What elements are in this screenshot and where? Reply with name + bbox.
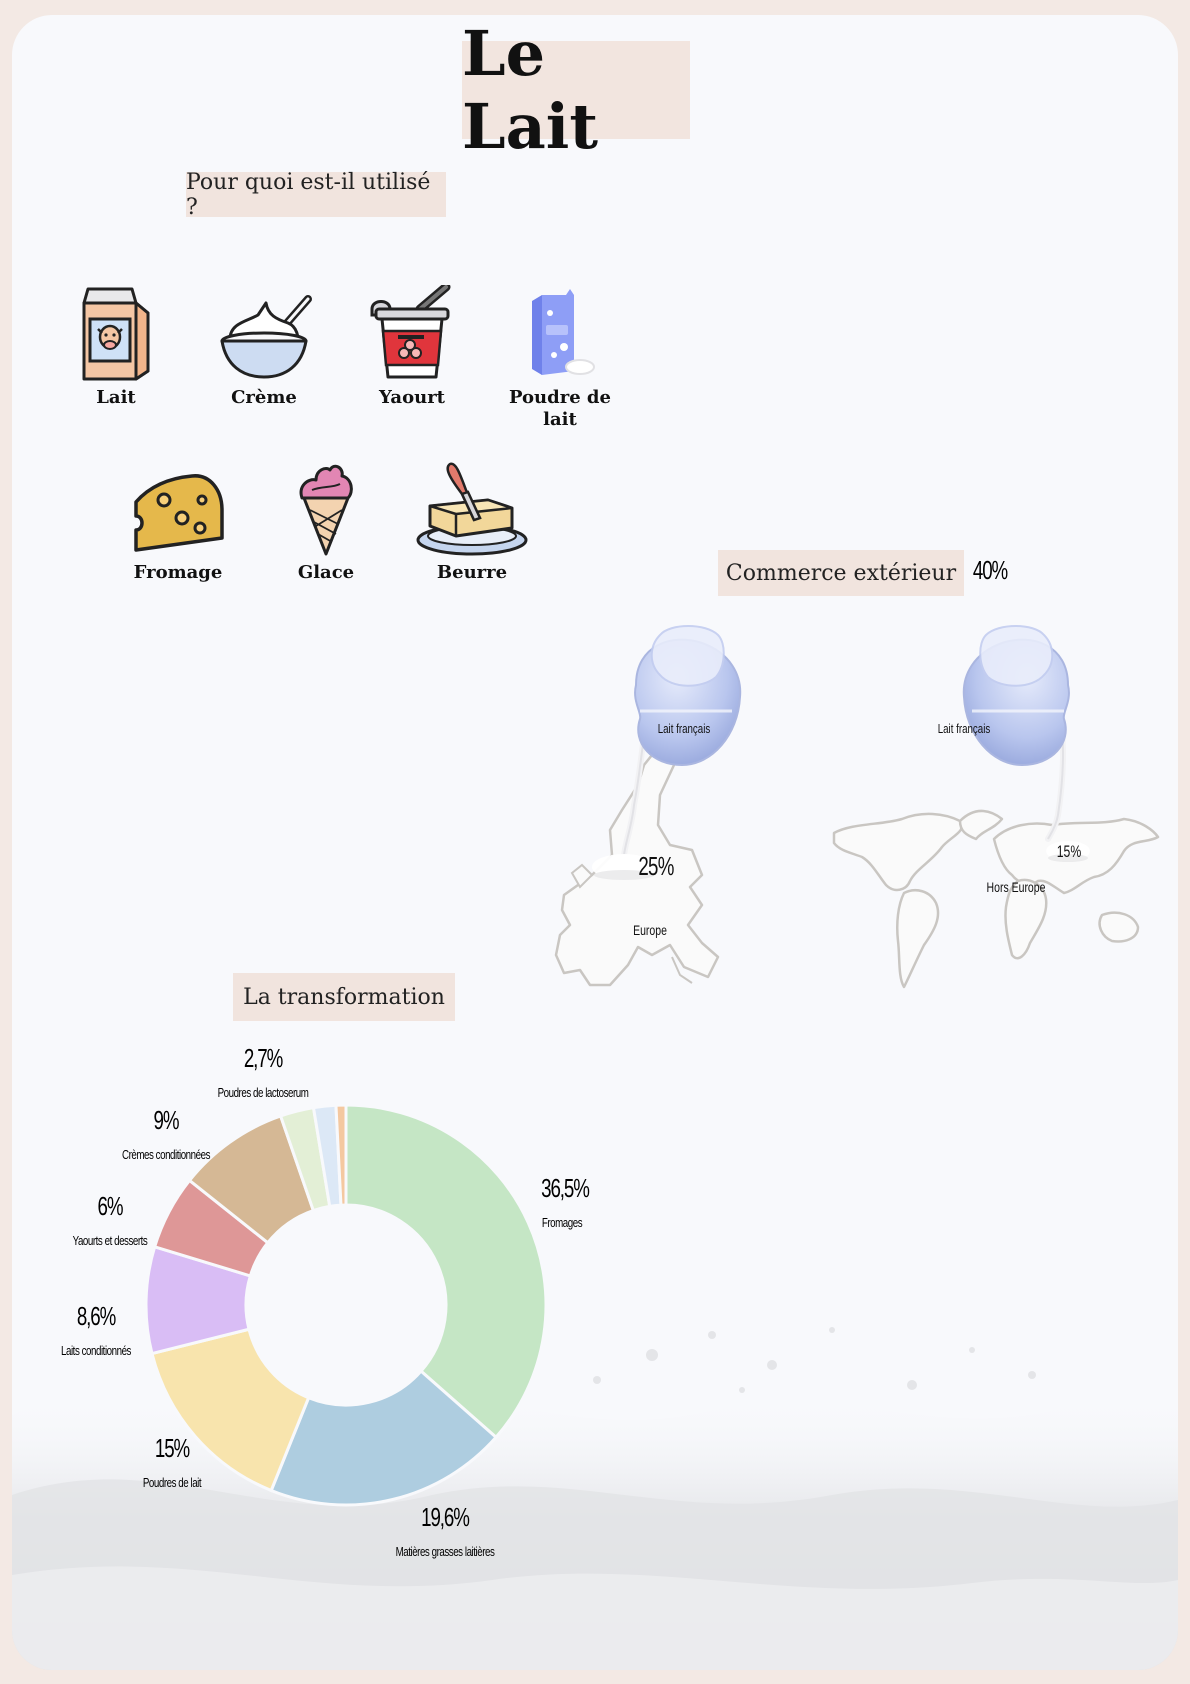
cream-bowl-icon: [220, 295, 312, 379]
slice-label-yaourts: Yaourts et desserts: [72, 1233, 148, 1248]
use-label-cream: Crème: [231, 387, 297, 408]
slice-value-matieres-grasses: 19,6%: [421, 1502, 470, 1532]
use-item-butter: Beurre: [412, 460, 532, 584]
europe-pitcher-label: Lait français: [658, 723, 711, 737]
europe-region-label: Europe: [633, 923, 667, 939]
yogurt-cup-icon: [370, 285, 451, 379]
use-item-milk-powder: Poudre de lait: [500, 285, 620, 431]
slice-value-laits-conditionnes: 8,6%: [76, 1301, 116, 1331]
world-region-label: Hors Europe: [987, 880, 1046, 896]
use-label-milk: Lait: [96, 387, 136, 408]
use-item-ice-cream: Glace: [266, 460, 386, 584]
page-title: Le Lait: [462, 17, 598, 163]
ice-cream-cone-icon: [299, 464, 353, 556]
donut-slice-1: [269, 1369, 499, 1507]
use-item-yogurt: Yaourt: [352, 285, 472, 409]
slice-value-yaourts: 6%: [97, 1191, 124, 1221]
page-title-box: Le Lait: [462, 17, 690, 163]
milk-powder-bag-icon: [532, 289, 595, 375]
trade-heading: Commerce extérieur: [725, 560, 957, 586]
milk-pitcher-icon: [634, 625, 742, 767]
trade-heading-box: Commerce extérieur: [718, 550, 964, 596]
transformation-donut-chart: [144, 1103, 548, 1507]
slice-label-poudres-de-lait: Poudres de lait: [142, 1475, 202, 1490]
use-item-cream: Crème: [204, 285, 324, 409]
use-label-ice-cream: Glace: [297, 562, 355, 583]
europe-value: 25%: [638, 851, 674, 881]
uses-heading: Pour quoi est-il utilisé ?: [186, 169, 431, 220]
use-item-cheese: Fromage: [118, 460, 238, 584]
slice-value-poudres-de-lait: 15%: [154, 1433, 190, 1463]
slice-label-fromages: Fromages: [541, 1215, 583, 1230]
slice-label-lactoserum: Poudres de lactoserum: [217, 1085, 309, 1100]
poster-card: Le Lait Pour quoi est-il utilisé ? Lait …: [12, 15, 1178, 1670]
world-pitcher-label: Lait français: [938, 723, 991, 737]
trade-total: 40%: [972, 555, 1008, 585]
use-label-cheese: Fromage: [133, 562, 223, 583]
slice-value-fromages: 36,5%: [541, 1173, 590, 1203]
transformation-heading: La transformation: [243, 984, 445, 1010]
milk-carton-icon: [82, 287, 150, 381]
butter-dish-icon: [416, 462, 528, 556]
europe-export-illustration: Lait français 25% Europe: [554, 625, 742, 987]
transformation-heading-box: La transformation: [233, 973, 455, 1021]
slice-label-cremes: Crèmes conditionnées: [121, 1147, 211, 1162]
slice-label-laits-conditionnes: Laits conditionnés: [61, 1343, 131, 1358]
donut-slice-8: [334, 1103, 348, 1207]
use-label-yogurt: Yaourt: [378, 387, 445, 408]
slice-label-matieres-grasses: Matières grasses laitières: [395, 1544, 495, 1559]
europe-map: [554, 723, 720, 987]
world-export-illustration: Lait français 15% Hors Europe: [832, 625, 1160, 989]
world-value: 15%: [1057, 843, 1081, 861]
slice-value-lactoserum: 2,7%: [243, 1043, 283, 1073]
milk-pitcher-icon: [962, 625, 1070, 767]
world-map: [832, 809, 1160, 989]
uses-heading-box: Pour quoi est-il utilisé ?: [186, 169, 446, 220]
donut-slice-0: [344, 1103, 548, 1440]
use-label-milk-powder: Poudre de lait: [509, 387, 611, 430]
cheese-icon: [134, 474, 224, 552]
use-item-milk: Lait: [56, 285, 176, 409]
slice-value-cremes: 9%: [153, 1105, 180, 1135]
use-label-butter: Beurre: [436, 562, 508, 583]
